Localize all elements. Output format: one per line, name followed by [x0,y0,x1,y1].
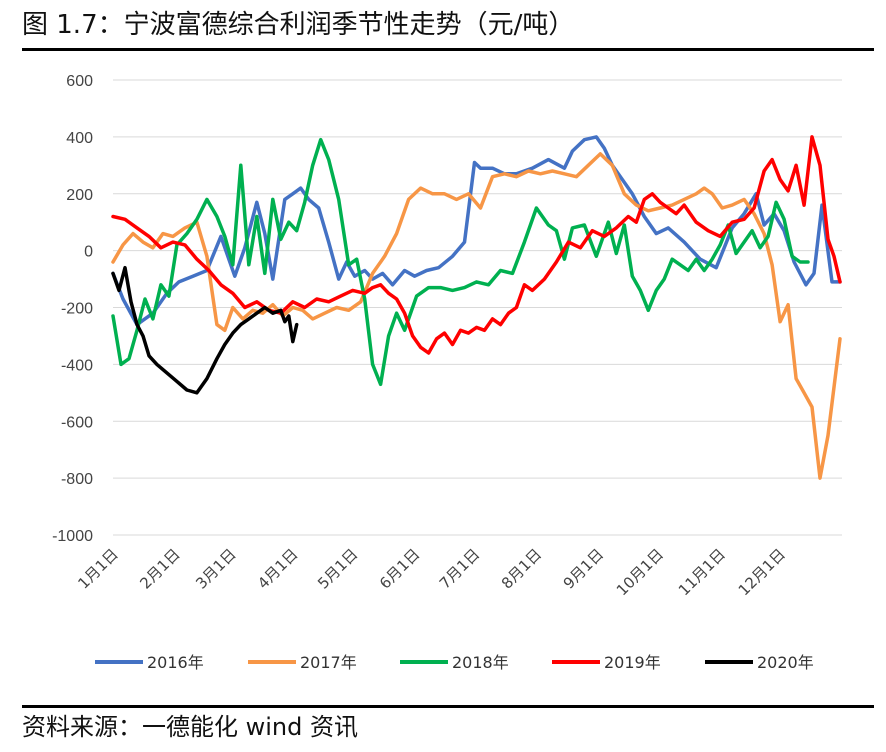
y-tick-label: 200 [66,187,93,204]
series-line-0 [111,135,842,327]
title-rule [22,48,874,51]
y-tick-label: 600 [66,73,93,90]
series-line-4 [111,265,299,395]
y-tick-label: -800 [61,471,93,488]
series-lines [111,135,842,480]
y-tick-label: 0 [84,244,93,261]
legend-label: 2020年 [757,653,814,672]
gridlines [113,79,842,536]
x-tick-label: 8月1日 [498,545,545,592]
y-tick-label: -1000 [52,528,93,545]
figure-title: 图 1.7：宁波富德综合利润季节性走势（元/吨） [22,10,575,40]
legend-label: 2017年 [300,653,357,672]
x-tick-label: 7月1日 [436,545,483,592]
y-tick-label: -400 [61,357,93,374]
figure-source: 资料来源：一德能化 wind 资讯 [22,713,358,741]
y-tick-label: -200 [61,301,93,318]
x-tick-label: 3月1日 [192,545,239,592]
series-line-2 [111,137,810,387]
x-tick-label: 5月1日 [314,545,361,592]
legend-label: 2018年 [452,653,509,672]
x-tick-label: 9月1日 [560,545,607,592]
y-tick-label: 400 [66,130,93,147]
y-axis-ticks: 600 400 200 0 -200 -400 -600 -800 -1000 [52,73,93,545]
legend-label: 2016年 [147,653,204,672]
y-tick-label: -600 [61,414,93,431]
x-tick-label: 2月1日 [136,545,183,592]
legend: 2016年 2017年 2018年 2019年 2020年 [95,653,814,672]
seasonal-profit-chart: 600 400 200 0 -200 -400 -600 -800 -1000 1月1日 2月1日… [52,73,842,672]
x-tick-label: 12月1日 [735,545,789,599]
series-line-1 [111,152,842,480]
source-rule [22,705,874,708]
x-axis-ticks: 1月1日 2月1日 3月1日 4月1日 5月1日 6月1日 7月1日 8月1日 9月1日 10月1… [74,545,789,599]
x-tick-label: 1月1日 [74,545,121,592]
x-tick-label: 11月1日 [675,545,729,599]
x-tick-label: 6月1日 [376,545,423,592]
legend-label: 2019年 [604,653,661,672]
x-tick-label: 10月1日 [613,545,667,599]
x-tick-label: 4月1日 [254,545,301,592]
series-line-3 [111,135,842,355]
